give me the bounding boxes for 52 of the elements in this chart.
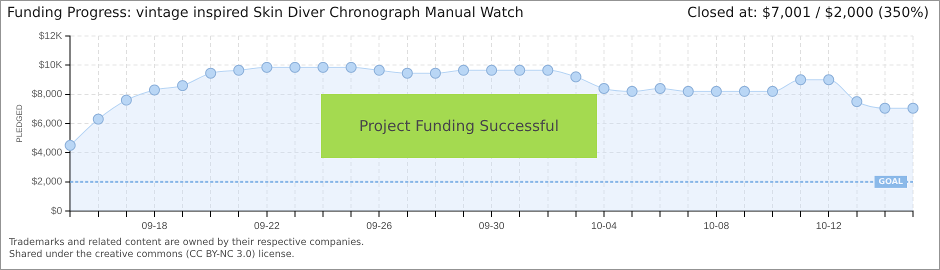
point — [626, 86, 638, 97]
point — [205, 68, 216, 79]
point — [318, 62, 329, 73]
y-tick-label: $8,000 — [32, 89, 63, 100]
point — [767, 86, 778, 97]
point — [120, 94, 132, 106]
point — [402, 68, 413, 79]
point — [261, 62, 272, 73]
y-tick-label: $0 — [51, 206, 63, 217]
x-tick-label: 09-30 — [478, 220, 505, 232]
chart-subtitle: Closed at: $7,001 / $2,000 (350%) — [687, 5, 929, 21]
y-tick-label: $6,000 — [32, 118, 63, 130]
y-tick-label: $4,000 — [32, 147, 63, 158]
y-axis-title: PLEDGED — [15, 104, 24, 143]
success-banner: Project Funding Successful — [321, 94, 597, 158]
point — [92, 114, 104, 125]
point — [458, 64, 469, 76]
point — [654, 83, 666, 94]
point — [486, 64, 498, 76]
point — [177, 80, 188, 92]
x-tick-label: 09-22 — [254, 220, 280, 232]
x-tick-label: 10-08 — [704, 220, 730, 232]
point — [570, 71, 582, 82]
point — [233, 64, 244, 76]
text: Trademarks and related content are owned by their respective companies. — [9, 237, 364, 249]
x-tick-label: 10-04 — [591, 220, 618, 232]
point — [598, 83, 610, 94]
ref-line-label: GOAL — [878, 176, 904, 186]
point — [795, 74, 806, 86]
x-tick-label: 09-18 — [142, 220, 168, 232]
point — [346, 62, 357, 73]
point — [682, 86, 694, 97]
point — [542, 64, 554, 76]
x-tick-label: 09-26 — [366, 220, 392, 232]
point — [64, 140, 76, 151]
point — [710, 86, 722, 97]
point — [823, 74, 834, 86]
y-tick-label: $12K — [38, 30, 63, 42]
x-tick-label: 10-12 — [816, 220, 842, 232]
point — [908, 102, 918, 114]
point — [879, 102, 890, 114]
point — [738, 86, 750, 97]
y-tick-label: $10K — [38, 60, 63, 71]
point — [430, 68, 441, 79]
point — [514, 64, 526, 76]
text: Shared under the creative commons (CC BY-NC 3.0) license. — [9, 249, 296, 261]
point — [289, 62, 300, 73]
point — [851, 96, 862, 108]
chart-title: Funding Progress: vintage inspired Skin Diver Chronograph Manual Watch — [7, 5, 524, 21]
point — [148, 84, 160, 96]
y-tick-label: $2,000 — [32, 176, 63, 188]
point — [374, 64, 385, 76]
